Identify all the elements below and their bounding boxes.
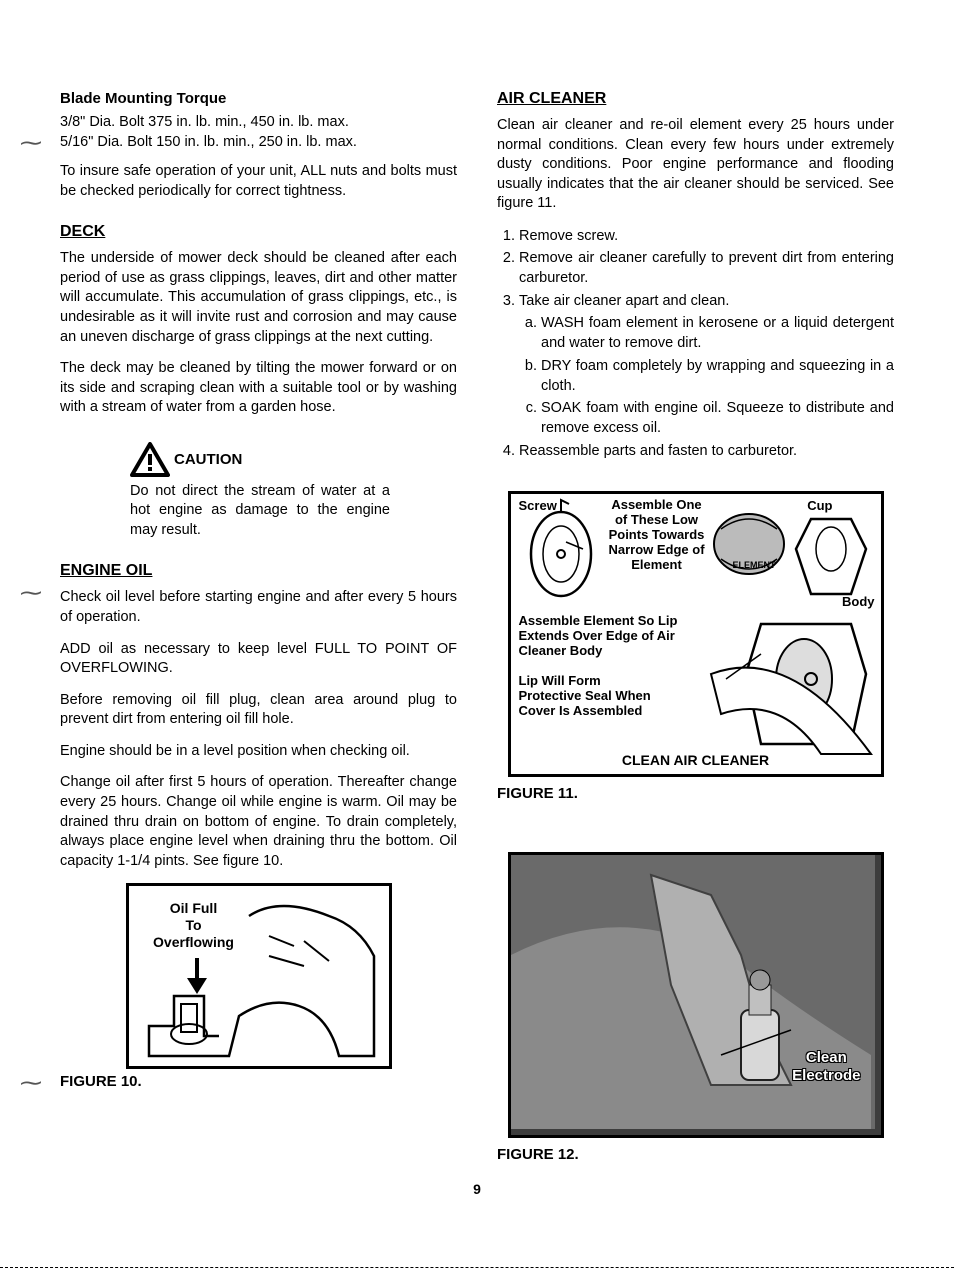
oil-paragraph-4: Engine should be in a level position whe… [60,742,457,762]
page-number: 9 [60,1181,894,1197]
deck-paragraph-1: The underside of mower deck should be cl… [60,249,457,347]
step-3b: DRY foam completely by wrapping and sque… [541,356,894,397]
torque-spec: 3/8" Dia. Bolt 375 in. lb. min., 450 in.… [60,113,457,152]
figure-12-illustration [511,855,875,1129]
down-arrow-icon [187,958,207,994]
figure-12-caption: FIGURE 12. [497,1146,894,1163]
figure-11-box: Screw Cup Body Assemble One of These Low… [508,491,884,777]
torque-note: To insure safe operation of your unit, A… [60,162,457,201]
caution-text: Do not direct the stream of water at a h… [130,482,390,541]
fig11-element-label: ELEMENT [733,560,776,570]
deck-heading: DECK [60,223,457,241]
step-3-text: Take air cleaner apart and clean. [519,293,729,309]
blade-torque-heading: Blade Mounting Torque [60,90,457,107]
fig11-assemble-label: Assemble One of These Low Points Towards… [607,498,707,573]
fig11-lip1-label: Assemble Element So Lip Extends Over Edg… [519,614,709,659]
figure-11-caption: FIGURE 11. [497,785,894,802]
caution-header: CAUTION [130,442,390,478]
oil-paragraph-3: Before removing oil fill plug, clean are… [60,691,457,730]
oil-paragraph-1: Check oil level before starting engine a… [60,588,457,627]
figure-12-label: Clean Electrode [792,1049,860,1085]
scan-artifact: ⁓ [20,130,42,156]
fig11-bottom-label: CLEAN AIR CLEANER [511,752,881,768]
figure-10-box: Oil Full To Overflowing [126,883,392,1069]
torque-line-2: 5/16" Dia. Bolt 150 in. lb. min., 250 in… [60,134,357,150]
step-4: Reassemble parts and fasten to carbureto… [519,441,894,461]
air-cleaner-heading: AIR CLEANER [497,90,894,108]
fig10-line3: Overflowing [153,934,234,950]
fig11-screw-label: Screw [519,498,557,513]
warning-triangle-icon [130,442,170,478]
step-1: Remove screw. [519,226,894,246]
fig10-line2: To [185,917,201,933]
left-column: Blade Mounting Torque 3/8" Dia. Bolt 375… [60,90,457,1163]
caution-block: CAUTION Do not direct the stream of wate… [130,442,390,541]
step-3a: WASH foam element in kerosene or a liqui… [541,313,894,354]
torque-line-1: 3/8" Dia. Bolt 375 in. lb. min., 450 in.… [60,114,349,130]
fig12-line1: Clean [806,1049,847,1066]
step-2: Remove air cleaner carefully to prevent … [519,248,894,289]
caution-label: CAUTION [174,451,242,468]
air-cleaner-paragraph: Clean air cleaner and re-oil element eve… [497,116,894,214]
two-column-layout: Blade Mounting Torque 3/8" Dia. Bolt 375… [60,90,894,1163]
deck-paragraph-2: The deck may be cleaned by tilting the m… [60,359,457,418]
step-3: Take air cleaner apart and clean. WASH f… [519,291,894,439]
air-cleaner-steps: Remove screw. Remove air cleaner careful… [497,226,894,461]
fig11-lip2-label: Lip Will Form Protective Seal When Cover… [519,674,659,719]
oil-paragraph-2: ADD oil as necessary to keep level FULL … [60,640,457,679]
fig11-cup-label: Cup [807,498,832,513]
step-3-substeps: WASH foam element in kerosene or a liqui… [519,313,894,439]
fig12-line2: Electrode [792,1067,860,1084]
step-3c: SOAK foam with engine oil. Squeeze to di… [541,398,894,439]
figure-10-caption: FIGURE 10. [60,1073,457,1090]
figure-10-label: Oil Full To Overflowing [149,900,239,950]
figure-12-box: Clean Electrode [508,852,884,1138]
oil-paragraph-5: Change oil after first 5 hours of operat… [60,773,457,871]
scan-artifact: ⁓ [20,1070,42,1096]
page: Blade Mounting Torque 3/8" Dia. Bolt 375… [0,0,954,1237]
scan-artifact: ⁓ [20,580,42,606]
fig11-body-label: Body [842,594,875,609]
fig10-line1: Oil Full [170,900,217,916]
engine-oil-heading: ENGINE OIL [60,562,457,580]
right-column: AIR CLEANER Clean air cleaner and re-oil… [497,90,894,1163]
